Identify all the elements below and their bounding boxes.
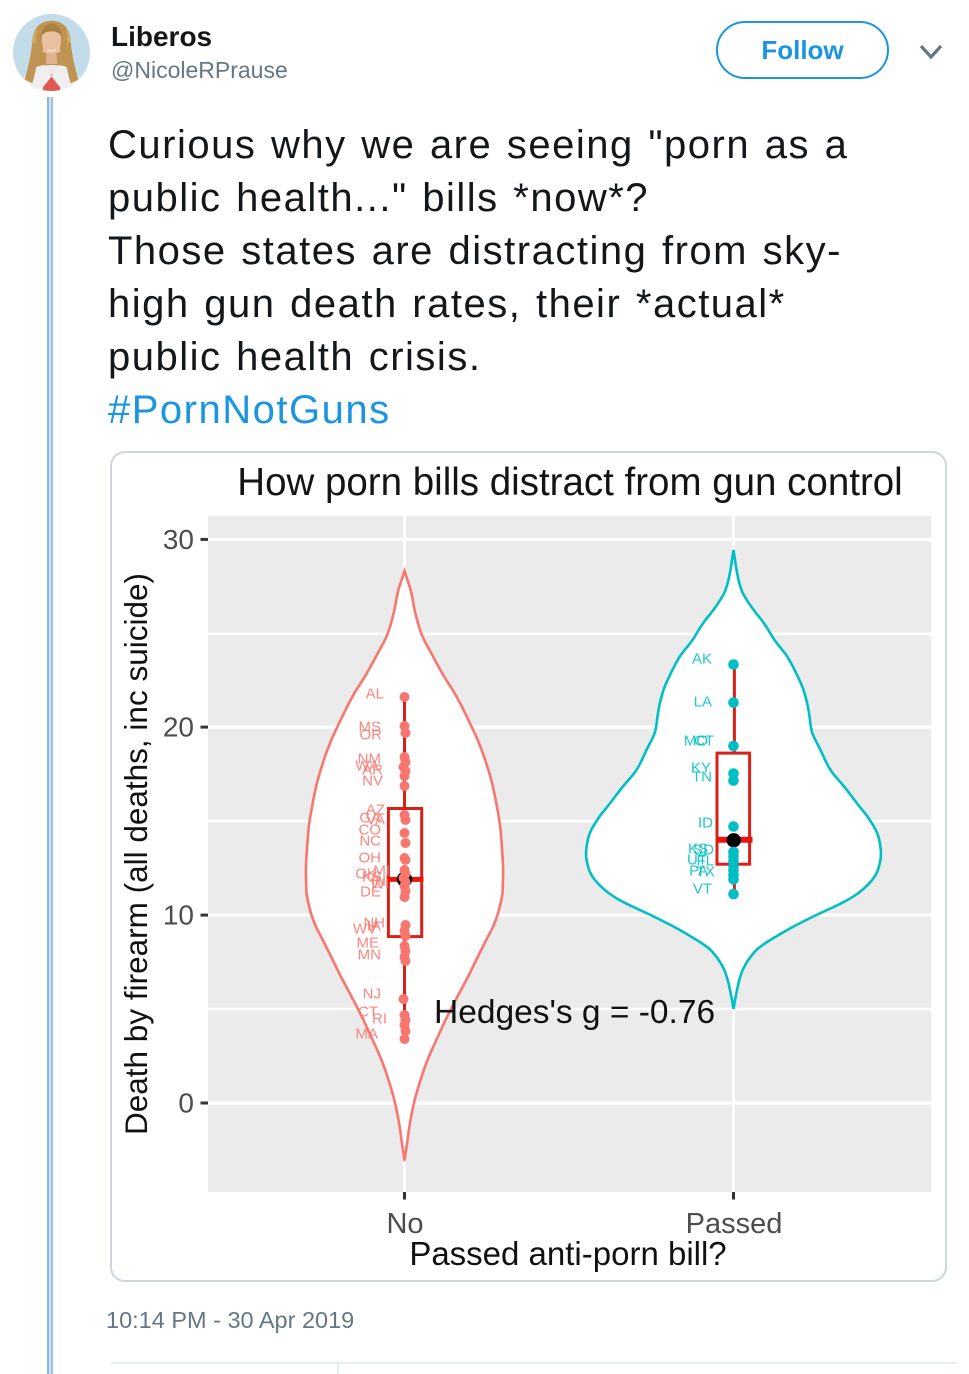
svg-text:MN: MN	[358, 947, 381, 964]
svg-text:30: 30	[163, 524, 194, 555]
svg-text:PA: PA	[689, 863, 708, 880]
svg-text:MS: MS	[359, 719, 382, 736]
svg-text:WV: WV	[353, 921, 377, 938]
svg-text:NJ: NJ	[363, 986, 381, 1003]
svg-text:NM: NM	[358, 751, 381, 768]
svg-text:VA: VA	[366, 812, 385, 829]
svg-text:GA: GA	[359, 810, 381, 827]
svg-text:KS: KS	[362, 869, 382, 886]
svg-text:IN: IN	[371, 873, 386, 890]
svg-text:CO: CO	[359, 822, 382, 839]
svg-text:Death by firearm (all deaths,: Death by firearm (all deaths, inc suicid…	[118, 573, 154, 1135]
svg-text:Passed: Passed	[686, 1208, 783, 1240]
svg-text:TX: TX	[696, 864, 715, 881]
svg-text:ME: ME	[357, 935, 380, 952]
svg-text:10: 10	[163, 900, 194, 931]
svg-text:NC: NC	[359, 833, 381, 850]
svg-text:OH: OH	[359, 850, 382, 867]
svg-text:WI: WI	[371, 876, 389, 893]
svg-text:0: 0	[178, 1088, 194, 1119]
svg-text:MI: MI	[373, 863, 390, 880]
svg-text:MO: MO	[684, 733, 708, 750]
svg-text:UT: UT	[687, 852, 707, 869]
svg-text:AK: AK	[692, 651, 712, 668]
svg-text:KS: KS	[688, 841, 708, 858]
svg-text:20: 20	[163, 712, 194, 743]
svg-text:AL: AL	[366, 686, 384, 703]
svg-text:TN: TN	[692, 769, 712, 786]
svg-text:KY: KY	[691, 760, 711, 777]
svg-text:Passed anti-porn bill?: Passed anti-porn bill?	[409, 1235, 726, 1272]
svg-text:ID: ID	[698, 815, 713, 832]
svg-text:MA: MA	[356, 1026, 379, 1043]
svg-text:AZ: AZ	[366, 802, 385, 819]
svg-text:SD: SD	[693, 842, 714, 859]
svg-text:OK: OK	[355, 866, 377, 883]
svg-text:RI: RI	[372, 1011, 387, 1028]
svg-text:NH: NH	[363, 915, 385, 932]
svg-text:WA: WA	[355, 758, 379, 775]
svg-text:NV: NV	[362, 773, 383, 790]
svg-text:LA: LA	[694, 694, 712, 711]
svg-text:VT: VT	[693, 881, 712, 898]
svg-text:OR: OR	[360, 727, 383, 744]
svg-text:CT: CT	[358, 1004, 378, 1021]
svg-text:How porn bills distract from g: How porn bills distract from gun control	[237, 461, 902, 504]
svg-text:Hedges's g = -0.76: Hedges's g = -0.76	[434, 994, 715, 1031]
svg-text:AR: AR	[362, 762, 383, 779]
svg-text:DE: DE	[360, 884, 381, 901]
svg-text:IA: IA	[367, 918, 381, 935]
svg-text:FL: FL	[696, 853, 714, 870]
svg-text:CT: CT	[694, 733, 714, 750]
svg-text:No: No	[386, 1208, 423, 1240]
